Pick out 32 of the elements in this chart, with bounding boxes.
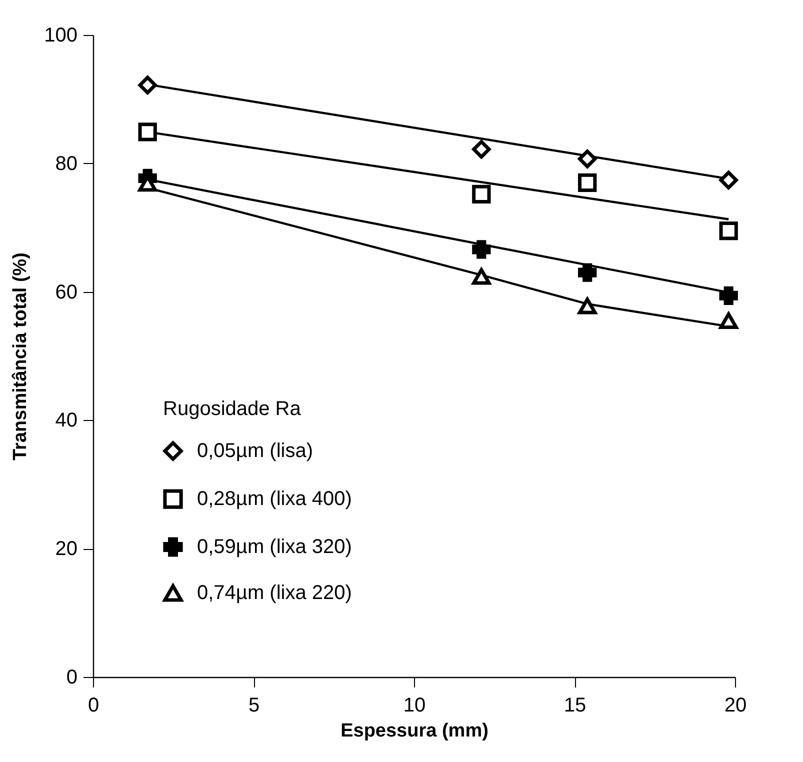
point [578,150,597,168]
x-tick-label: 10 [403,694,426,716]
point [472,140,491,159]
point [719,286,738,305]
point [578,263,597,282]
point [719,312,738,330]
point [472,184,491,204]
legend-label: 0,28µm (lixa 400) [197,488,352,510]
legend-label: 0,74µm (lixa 220) [197,582,352,604]
x-tick-label: 0 [88,694,100,716]
point [138,76,157,94]
point [719,170,738,190]
point [578,298,597,314]
point [138,122,157,142]
x-tick-label: 20 [724,694,747,716]
point [578,173,597,192]
point [472,240,491,259]
point [472,268,491,285]
legend-title: Rugosidade Ra [163,398,302,420]
point [719,221,738,240]
y-tick-label: 0 [66,666,78,688]
y-tick-label: 20 [55,538,78,560]
x-tick-label: 15 [564,694,586,716]
legend-label: 0,59µm (lixa 320) [197,536,352,558]
x-axis-title: Espessura (mm) [340,720,488,742]
y-tick-label: 100 [44,24,78,46]
y-tick-label: 40 [55,410,78,432]
legend-label: 0,05µm (lisa) [197,440,313,462]
y-tick-label: 80 [55,152,78,175]
x-tick-label: 5 [248,694,260,716]
y-axis-title: Transmitância total (%) [10,252,32,460]
y-tick-label: 60 [55,281,78,304]
